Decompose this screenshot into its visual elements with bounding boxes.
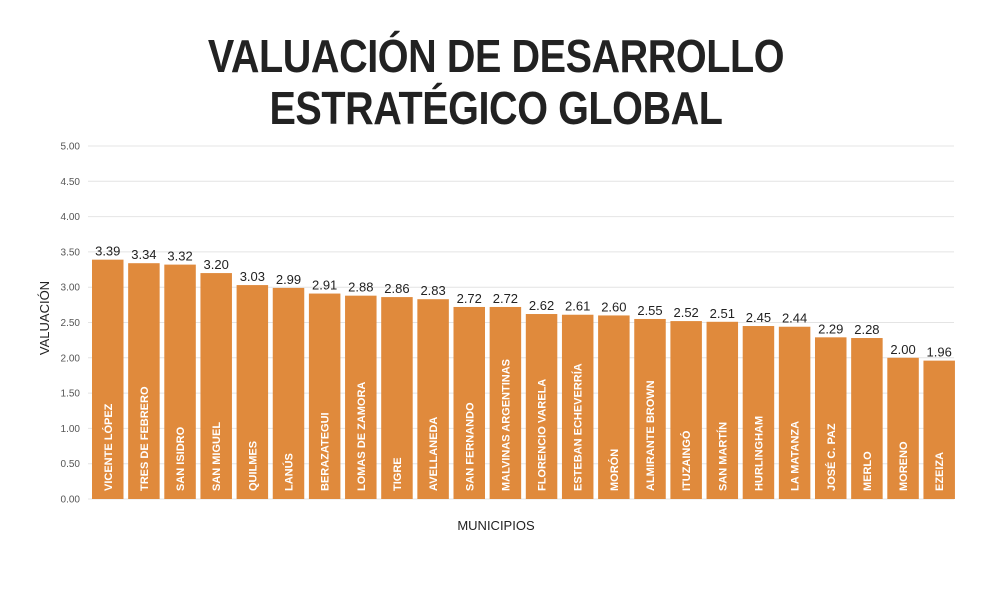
bar bbox=[345, 295, 377, 499]
y-tick-label: 0.50 bbox=[61, 459, 81, 470]
bar-value-label: 3.34 bbox=[131, 247, 156, 262]
category-label: SAN MARTÍN bbox=[716, 422, 729, 491]
bar-value-label: 2.72 bbox=[493, 291, 518, 306]
category-label: SAN FERNANDO bbox=[464, 402, 476, 491]
y-axis-ticks: 0.00 0.50 1.00 1.50 2.00 2.50 3.00 3.50 4.00 4.50… bbox=[61, 142, 81, 506]
bar bbox=[815, 337, 847, 499]
category-label: LA MATANZA bbox=[790, 421, 802, 491]
bar-value-label: 2.61 bbox=[565, 299, 590, 314]
bar-value-label: 2.00 bbox=[890, 342, 915, 357]
bar bbox=[742, 326, 775, 499]
bar-value-label: 2.62 bbox=[529, 298, 554, 313]
bar bbox=[706, 321, 739, 499]
x-axis-label: MUNICIPIOS bbox=[457, 518, 535, 533]
bar-value-label: 2.52 bbox=[673, 305, 698, 320]
category-label: JOSÉ C. PAZ bbox=[825, 423, 838, 491]
bar bbox=[92, 259, 124, 499]
bar-value-label: 2.86 bbox=[384, 281, 409, 296]
category-label: FLORENCIO VARELA bbox=[537, 379, 549, 491]
bar-value-label: 2.45 bbox=[746, 310, 771, 325]
bar-value-label: 2.51 bbox=[710, 306, 735, 321]
bar bbox=[381, 297, 413, 499]
category-label: TRES DE FEBRERO bbox=[139, 386, 151, 491]
category-label: QUILMES bbox=[247, 441, 259, 491]
bar bbox=[164, 264, 196, 499]
bar-value-label: 2.55 bbox=[637, 303, 662, 318]
bar bbox=[128, 263, 160, 499]
bar bbox=[417, 299, 449, 499]
category-label: TIGRE bbox=[392, 457, 404, 491]
category-label: AVELLANEDA bbox=[428, 417, 440, 491]
y-tick-label: 2.00 bbox=[61, 353, 81, 364]
bar-value-label: 3.20 bbox=[204, 257, 229, 272]
category-label: VICENTE LÓPEZ bbox=[102, 403, 115, 491]
bar-value-label: 2.28 bbox=[854, 322, 879, 337]
category-label: ALMIRANTE BROWN bbox=[645, 380, 657, 491]
bar-value-label: 3.32 bbox=[167, 249, 192, 264]
bar-value-label: 2.83 bbox=[420, 283, 445, 298]
category-label: MERLO bbox=[862, 451, 874, 491]
bar bbox=[236, 285, 269, 499]
bar-value-label: 2.88 bbox=[348, 280, 373, 295]
bar-value-label: 1.96 bbox=[927, 345, 952, 360]
y-tick-label: 3.50 bbox=[61, 247, 81, 258]
bar-value-label: 2.91 bbox=[312, 278, 337, 293]
y-tick-label: 5.00 bbox=[61, 142, 81, 153]
bar bbox=[489, 306, 522, 499]
y-tick-label: 4.50 bbox=[61, 177, 81, 188]
category-label: SAN ISIDRO bbox=[175, 426, 187, 491]
category-label: MORENO bbox=[898, 441, 910, 491]
bar-value-label: 3.39 bbox=[95, 244, 120, 259]
bar bbox=[923, 360, 955, 499]
bar-value-label: 2.99 bbox=[276, 272, 301, 287]
y-tick-label: 1.50 bbox=[61, 389, 81, 400]
bar bbox=[525, 314, 558, 499]
y-tick-label: 3.00 bbox=[61, 283, 81, 294]
chart-title: VALUACIÓN DE DESARROLLO ESTRATÉGICO GLOB… bbox=[69, 30, 922, 134]
bar bbox=[598, 315, 630, 499]
chart-title-line-2: ESTRATÉGICO GLOBAL bbox=[269, 82, 723, 134]
category-label: ITUZAINGÓ bbox=[680, 430, 693, 491]
category-label: MALVINAS ARGENTINAS bbox=[500, 359, 512, 491]
chart-title-line-1: VALUACIÓN DE DESARROLLO bbox=[207, 30, 785, 82]
bar-value-label: 2.60 bbox=[601, 299, 626, 314]
category-label: ESTEBAN ECHEVERRÍA bbox=[572, 363, 585, 491]
bar bbox=[778, 326, 811, 499]
category-label: LOMAS DE ZAMORA bbox=[356, 382, 368, 491]
category-label: MORÓN bbox=[608, 449, 621, 491]
bars: 3.39 VICENTE LÓPEZ 3.34 TRES DE FEBRERO 3.32… bbox=[92, 244, 955, 499]
category-label: EZEIZA bbox=[934, 452, 946, 491]
bar bbox=[634, 318, 666, 499]
category-label: LANÚS bbox=[283, 453, 296, 491]
bar bbox=[308, 293, 341, 499]
y-tick-label: 4.00 bbox=[61, 212, 81, 223]
category-label: BERAZATEGUI bbox=[320, 412, 332, 491]
bar-value-label: 2.29 bbox=[818, 321, 843, 336]
bar bbox=[670, 321, 702, 499]
y-tick-label: 2.50 bbox=[61, 318, 81, 329]
bar bbox=[851, 338, 883, 499]
category-label: HURLINGHAM bbox=[753, 416, 765, 491]
y-axis-label: VALUACIÓN bbox=[37, 281, 52, 355]
bar bbox=[272, 287, 305, 499]
bar-value-label: 2.72 bbox=[457, 291, 482, 306]
bar bbox=[561, 314, 594, 499]
bar-value-label: 3.03 bbox=[240, 269, 265, 284]
y-tick-label: 1.00 bbox=[61, 424, 81, 435]
bar-value-label: 2.44 bbox=[782, 311, 807, 326]
bar bbox=[887, 357, 919, 499]
category-label: SAN MIGUEL bbox=[211, 422, 223, 491]
bar bbox=[453, 306, 485, 499]
y-tick-label: 0.00 bbox=[61, 495, 81, 506]
bar bbox=[200, 273, 232, 499]
